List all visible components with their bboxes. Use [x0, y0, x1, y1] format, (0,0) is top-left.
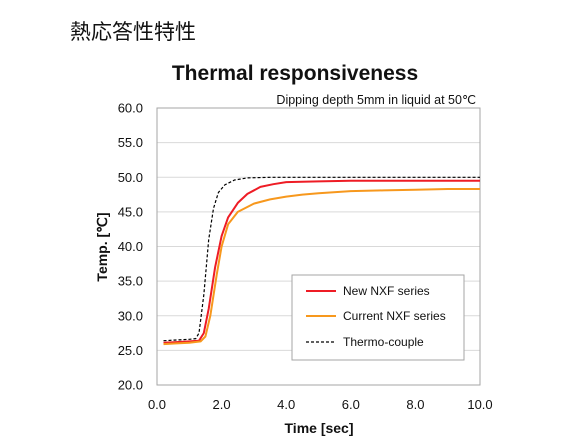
x-tick-label: 8.0 [406, 397, 424, 412]
series-line-thermocouple [163, 176, 480, 342]
y-tick-label: 40.0 [118, 239, 143, 254]
x-axis-label: Time [sec] [285, 420, 354, 436]
x-tick-label: 10.0 [467, 397, 492, 412]
y-tick-label: 30.0 [118, 308, 143, 323]
y-tick-labels: 20.0 25.0 30.0 35.0 40.0 45.0 50.0 55.0 60.0 [118, 101, 143, 393]
legend-label-thermocouple: Thermo-couple [343, 335, 424, 349]
y-tick-label: 45.0 [118, 204, 143, 219]
x-tick-label: 6.0 [342, 397, 360, 412]
series-lines [163, 176, 480, 346]
plot-area-frame [156, 107, 481, 386]
y-tick-label: 35.0 [118, 274, 143, 289]
y-axis-label: Temp. [℃] [94, 212, 110, 281]
legend: New NXF series Current NXF series Thermo… [291, 274, 465, 361]
series-line-new-nxf [163, 179, 480, 344]
page-heading: 熱応答性特性 [70, 20, 196, 44]
x-tick-label: 0.0 [148, 397, 166, 412]
legend-label-current: Current NXF series [343, 309, 446, 323]
y-tick-label: 50.0 [118, 170, 143, 185]
y-tick-label: 20.0 [118, 378, 143, 393]
y-tick-label: 60.0 [118, 101, 143, 116]
series-line-current-nxf [163, 188, 480, 346]
x-tick-label: 4.0 [277, 397, 295, 412]
legend-box [291, 274, 465, 361]
x-tick-label: 2.0 [213, 397, 231, 412]
y-tick-label: 55.0 [118, 135, 143, 150]
chart-title: Thermal responsiveness [172, 62, 418, 85]
y-tick-label: 25.0 [118, 343, 143, 358]
x-tick-labels: 0.0 2.0 4.0 6.0 8.0 10.0 [148, 397, 493, 412]
legend-label-new: New NXF series [343, 284, 430, 298]
chart-subtitle: Dipping depth 5mm in liquid at 50℃ [276, 93, 476, 107]
